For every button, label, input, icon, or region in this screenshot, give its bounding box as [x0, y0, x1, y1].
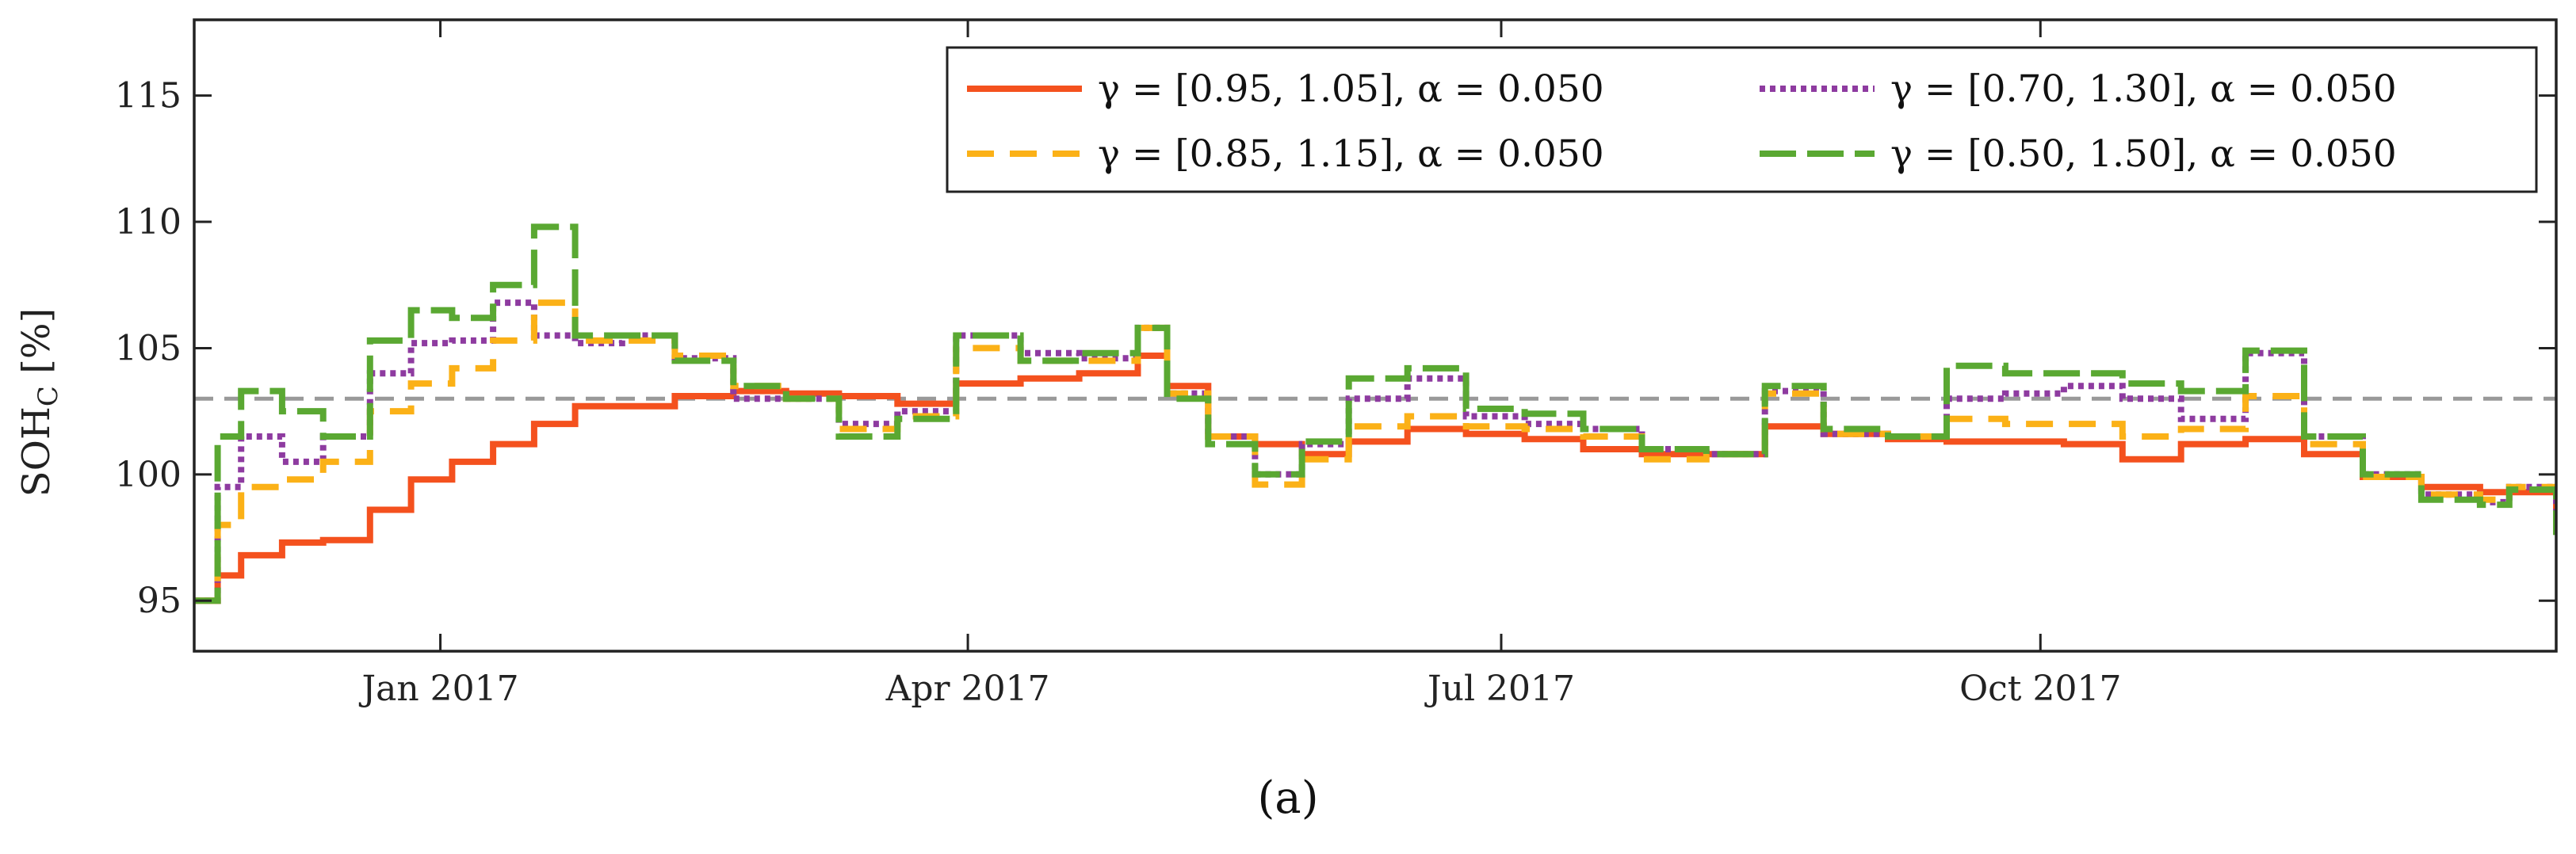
y-axis-title: SOHC [%]	[14, 308, 64, 497]
y-tick-label: 115	[115, 76, 182, 116]
y-tick-label: 110	[115, 202, 182, 242]
svg-text:SOHC [%]: SOHC [%]	[14, 308, 64, 497]
series-layer	[194, 223, 2556, 604]
y-axis-title-subscript: C	[32, 386, 64, 406]
y-axis-title-main: SOH	[14, 406, 59, 497]
x-tick-label: Oct 2017	[1959, 669, 2121, 709]
x-tick-label: Jul 2017	[1424, 669, 1575, 709]
legend-label-1: γ = [0.95, 1.05], α = 0.050	[1098, 67, 1604, 111]
y-tick-label: 105	[115, 328, 182, 368]
legend-label-2: γ = [0.70, 1.30], α = 0.050	[1890, 67, 2397, 111]
panel-label: (a)	[1257, 772, 1319, 824]
x-tick-label: Jan 2017	[358, 669, 518, 709]
series-line-2	[194, 299, 2556, 604]
legend-label-3: γ = [0.85, 1.15], α = 0.050	[1098, 132, 1604, 176]
x-tick-label: Apr 2017	[885, 669, 1050, 709]
plot-frame	[193, 18, 2558, 653]
y-tick-label: 95	[137, 581, 182, 621]
series-line-3	[194, 299, 2556, 604]
legend: γ = [0.95, 1.05], α = 0.050 γ = [0.70, 1.…	[946, 46, 2538, 193]
chart-svg: SOHC [%] 95 100 105 110 115 Jan 2017 Apr 2017 J…	[14, 18, 2558, 709]
series-line-4	[194, 223, 2556, 604]
legend-box	[946, 46, 2538, 193]
y-axis-title-unit: [%]	[14, 308, 59, 386]
axes-layer: 95 100 105 110 115 Jan 2017 Apr 2017 Jul 2017 Oc…	[115, 18, 2558, 709]
legend-label-4: γ = [0.50, 1.50], α = 0.050	[1890, 132, 2397, 176]
y-tick-label: 100	[115, 455, 182, 495]
